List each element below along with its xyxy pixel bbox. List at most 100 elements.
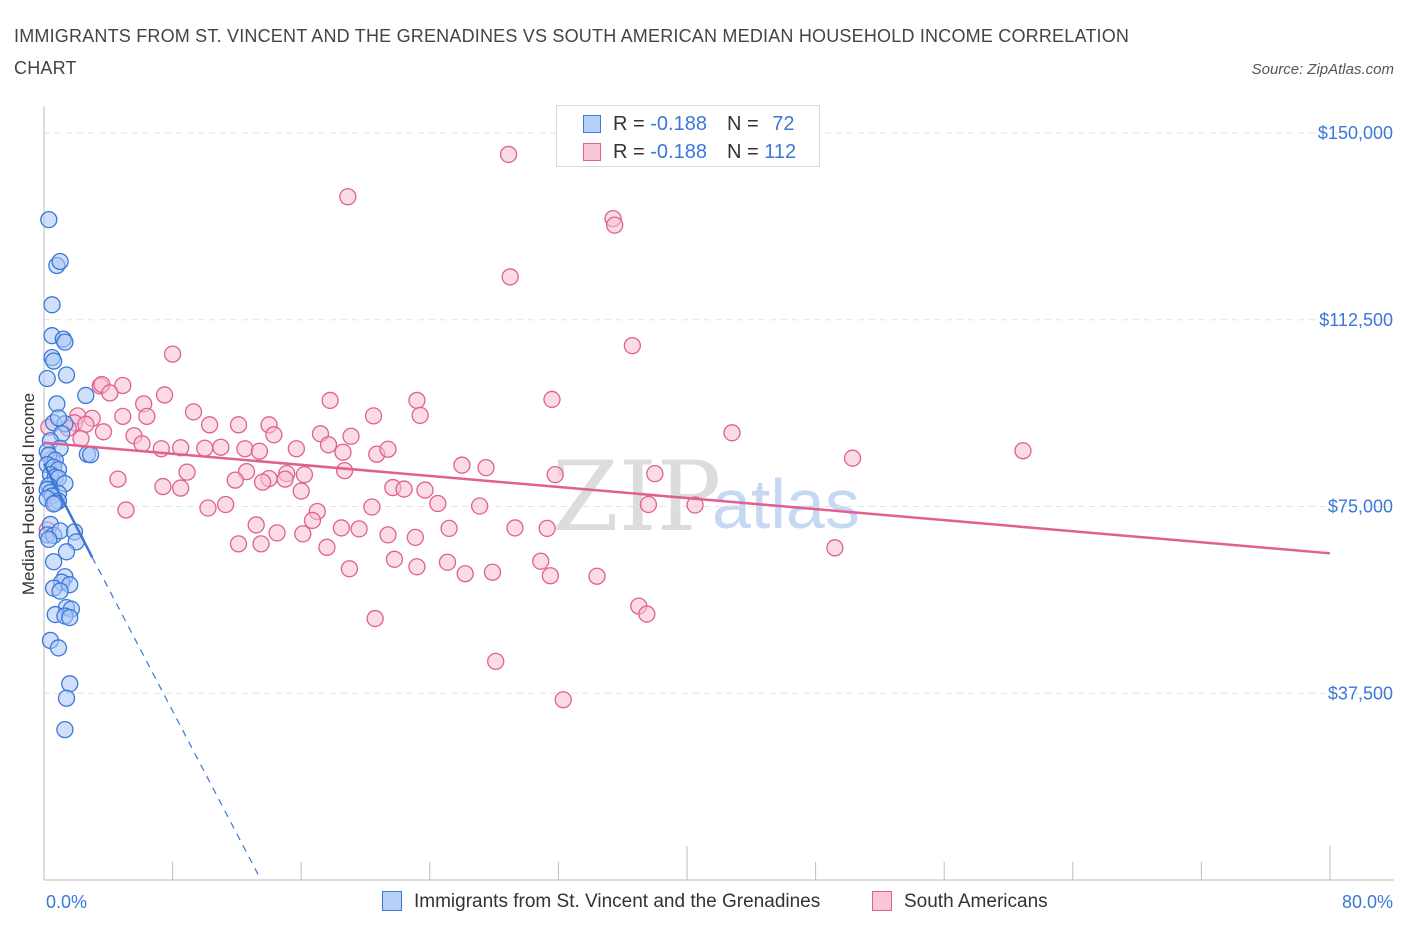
south-americans-point-64 — [253, 473, 272, 491]
n-label: N = — [726, 113, 759, 135]
south-americans-point-99 — [483, 563, 502, 581]
immigrants-point-39 — [44, 495, 63, 513]
south-americans-point-1 — [339, 188, 357, 206]
south-americans-point-97 — [532, 552, 550, 570]
south-americans-point-81 — [247, 516, 265, 534]
immigrants-point-2 — [51, 252, 69, 271]
stats-legend: R = -0.188 N = 72 R = -0.188 N = 112 — [556, 105, 820, 167]
south-americans-point-84 — [350, 520, 368, 538]
immigrants-point-53 — [51, 582, 69, 600]
r-label: R = — [613, 113, 645, 135]
south-americans-point-6 — [163, 345, 182, 363]
south-americans-point-42 — [236, 440, 254, 458]
blue-swatch-icon — [583, 115, 601, 133]
legend-item-immigrants[interactable]: Immigrants from St. Vincent and the Gren… — [382, 889, 820, 915]
south-americans-trend — [43, 441, 1331, 555]
south-americans-point-105 — [638, 605, 656, 623]
south-americans-point-46 — [334, 443, 352, 461]
south-americans-point-109 — [826, 539, 844, 557]
south-americans-point-102 — [340, 560, 359, 578]
south-americans-point-88 — [268, 524, 286, 542]
chart-title: IMMIGRANTS FROM ST. VINCENT AND THE GREN… — [14, 26, 1130, 78]
south-americans-point-25 — [200, 416, 219, 434]
immigrants-point-11 — [77, 386, 95, 405]
south-americans-point-52 — [453, 456, 471, 474]
trend-lines — [42, 441, 1331, 881]
watermark: ZIP atlas — [552, 441, 860, 553]
south-americans-point-13 — [408, 391, 426, 410]
legend-item-south-americans[interactable]: South Americans — [872, 889, 1048, 915]
south-americans-point-11 — [155, 386, 174, 404]
x-tick-label-1: 80.0% — [1342, 892, 1393, 912]
immigrants-point-60 — [49, 639, 68, 657]
south-americans-point-91 — [406, 528, 424, 547]
south-americans-point-32 — [265, 426, 283, 444]
south-americans-point-89 — [294, 525, 312, 543]
south-americans-point-107 — [487, 652, 505, 671]
south-americans-point-72 — [429, 494, 447, 513]
south-americans-point-51 — [843, 449, 862, 467]
south-americans-point-62 — [109, 470, 127, 488]
south-americans-point-69 — [395, 480, 413, 498]
immigrants-point-62 — [57, 689, 76, 707]
south-americans-point-44 — [287, 440, 306, 458]
south-americans-point-41 — [212, 438, 230, 456]
y-axis-title: Median Household Income — [19, 393, 38, 595]
south-americans-point-21 — [364, 407, 383, 425]
stats-legend-row-pink: R = -0.188 N = 112 — [583, 138, 796, 166]
south-americans-point-45 — [319, 436, 338, 454]
south-americans-point-12 — [321, 391, 339, 410]
pink-swatch-icon — [872, 891, 892, 911]
immigrants-point-8 — [44, 352, 63, 370]
south-americans-point-22 — [411, 406, 429, 425]
south-americans-point-43 — [250, 442, 269, 460]
south-americans-point-70 — [292, 482, 310, 500]
south-americans-point-103 — [588, 567, 606, 585]
south-americans-point-18 — [114, 407, 132, 426]
south-americans-point-16 — [184, 403, 203, 421]
immigrants-trend-solid — [42, 463, 94, 558]
south-americans-point-98 — [408, 558, 426, 576]
immigrants-point-47 — [57, 543, 76, 561]
south-americans-point-66 — [154, 477, 172, 496]
south-americans-point-76 — [117, 501, 135, 519]
immigrants-point-46 — [40, 530, 58, 549]
r-value: -0.188 — [650, 141, 707, 163]
south-americans-point-55 — [178, 463, 196, 481]
south-americans-point-20 — [138, 407, 156, 426]
south-americans-point-82 — [303, 511, 322, 530]
axes — [43, 106, 1394, 881]
stats-legend-row-blue: R = -0.188 N = 72 — [583, 110, 794, 138]
south-americans-point-48 — [379, 440, 397, 458]
south-americans-point-77 — [199, 499, 217, 517]
source-label: Source: — [1251, 61, 1304, 78]
south-americans-point-94 — [318, 538, 336, 556]
series-legend: Immigrants from St. Vincent and the Gren… — [0, 889, 1406, 915]
y-tick-label-0: $37,500 — [1328, 683, 1393, 703]
south-americans-point-24 — [77, 415, 95, 433]
south-americans-point-30 — [94, 423, 113, 441]
r-value: -0.188 — [650, 113, 707, 135]
south-americans-point-95 — [385, 550, 404, 568]
south-americans-point-10 — [101, 384, 119, 402]
south-americans-point-106 — [366, 609, 384, 628]
south-americans-point-85 — [440, 519, 458, 538]
south-americans-point-73 — [470, 497, 489, 515]
n-label: N = — [726, 141, 759, 163]
immigrants-point-15 — [49, 409, 68, 427]
legend-label-immigrants: Immigrants from St. Vincent and the Gren… — [414, 891, 821, 912]
immigrants-point-23 — [81, 446, 100, 464]
source-value[interactable]: ZipAtlas.com — [1307, 61, 1394, 78]
n-value: 72 — [772, 113, 795, 135]
svg-immigrants-points — [38, 211, 100, 739]
immigrants-point-63 — [56, 720, 74, 739]
south-americans-point-35 — [723, 424, 741, 442]
south-americans-point-49 — [1014, 442, 1032, 460]
south-americans-point-93 — [252, 535, 270, 553]
gridlines — [44, 132, 1394, 694]
south-americans-point-59 — [295, 465, 314, 484]
immigrants-trend-dashed — [91, 557, 262, 881]
south-americans-point-9 — [114, 376, 132, 395]
south-americans-points — [38, 145, 1032, 709]
south-americans-point-87 — [538, 519, 556, 538]
